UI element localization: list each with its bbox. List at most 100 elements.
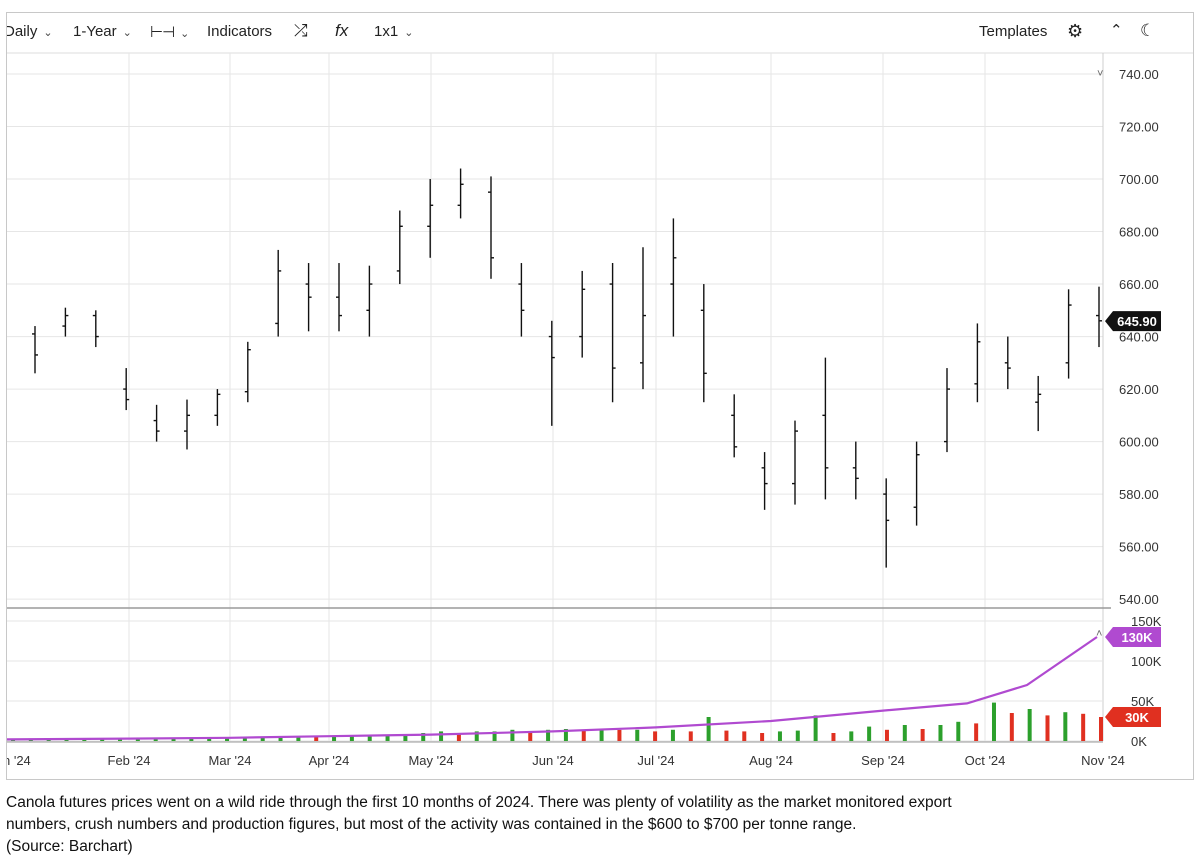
volume-bar	[314, 737, 319, 741]
volume-bar	[189, 738, 194, 741]
volume-bar	[118, 739, 123, 741]
chevron-down-icon: ⌄	[43, 27, 53, 39]
volume-bar	[653, 731, 658, 741]
volume-bar	[1081, 713, 1086, 741]
volume-bar	[421, 733, 426, 741]
open-interest-badge: 130K	[1121, 630, 1153, 645]
gear-icon[interactable]: ⚙	[1067, 21, 1084, 41]
x-tick-label: Feb '24	[108, 753, 151, 768]
volume-bar	[938, 725, 943, 741]
price-tick-label: 740.00	[1119, 67, 1159, 82]
chevron-down-icon: ⌄	[122, 27, 132, 39]
volume-bar	[581, 729, 586, 741]
ohlc-bar	[670, 218, 677, 337]
volume-bar	[278, 737, 283, 741]
volume-bar	[688, 731, 693, 741]
volume-badge: 30K	[1125, 710, 1149, 725]
volume-bar	[974, 723, 979, 741]
volume-bar	[474, 731, 479, 741]
x-tick-label: Sep '24	[861, 753, 905, 768]
ohlc-bar	[761, 452, 768, 510]
volume-bar	[528, 731, 533, 741]
price-tick-label: 660.00	[1119, 277, 1159, 292]
volume-bar	[260, 737, 265, 741]
dark-mode-icon[interactable]: ☾	[1140, 21, 1156, 40]
chevron-down-icon: ⌄	[404, 27, 414, 39]
ohlc-bar	[1004, 336, 1011, 390]
ohlc-bar	[153, 404, 160, 442]
volume-tick-label: 0K	[1131, 734, 1147, 749]
volume-bar	[64, 739, 69, 741]
volume-bar	[332, 736, 337, 741]
collapse-icon[interactable]: ⌃	[1110, 22, 1123, 39]
price-tick-label: 680.00	[1119, 225, 1159, 240]
templates-button[interactable]: Templates	[979, 23, 1048, 40]
volume-bar	[902, 725, 907, 741]
x-tick-label: n '24	[7, 753, 31, 768]
ohlc-bar	[92, 310, 99, 348]
price-tick-label: 700.00	[1119, 172, 1159, 187]
caption-line-2: numbers, crush numbers and production fi…	[6, 816, 857, 833]
volume-bar	[207, 737, 212, 741]
volume-bar	[742, 731, 747, 741]
price-tick-label: 720.00	[1119, 120, 1159, 135]
caption: Canola futures prices went on a wild rid…	[6, 792, 1192, 858]
volume-bar	[153, 738, 158, 741]
bar-type-dropdown[interactable]: ⊢⊣ ⌄	[150, 23, 189, 41]
ohlc-bar	[579, 270, 586, 358]
volume-bar	[100, 739, 105, 741]
ohlc-bar	[700, 284, 707, 403]
volume-bar	[242, 737, 247, 741]
volume-bar	[225, 737, 230, 741]
fx-button[interactable]: fx	[335, 21, 349, 40]
ohlc-bars-icon: ⊢⊣	[150, 24, 175, 41]
volume-bar	[884, 729, 889, 741]
caption-line-3: (Source: Barchart)	[6, 838, 133, 855]
volume-bar	[385, 734, 390, 741]
volume-bar	[563, 729, 568, 741]
volume-bar	[1027, 709, 1032, 741]
layout-dropdown[interactable]: 1x1 ⌄	[374, 23, 413, 40]
period-label: Daily	[6, 23, 38, 40]
volume-bar	[439, 731, 444, 741]
volume-bar	[706, 717, 711, 741]
chart-toolbar: Daily ⌄ 1-Year ⌄ ⊢⊣ ⌄ Indicators ⤮ fx 1x1 ⌄ …	[6, 13, 1193, 53]
volume-tick-label: 150K	[1131, 614, 1162, 629]
period-dropdown[interactable]: Daily ⌄	[6, 23, 53, 40]
price-tick-label: 600.00	[1119, 435, 1159, 450]
volume-bar	[920, 729, 925, 741]
range-label: 1-Year	[73, 23, 117, 40]
range-dropdown[interactable]: 1-Year ⌄	[73, 23, 132, 40]
chart-frame: Daily ⌄ 1-Year ⌄ ⊢⊣ ⌄ Indicators ⤮ fx 1x1 ⌄ …	[6, 12, 1194, 780]
shuffle-icon[interactable]: ⤮	[294, 21, 308, 40]
indicators-button[interactable]: Indicators	[207, 23, 273, 40]
volume-bar	[831, 733, 836, 741]
volume-bar	[813, 715, 818, 741]
volume-bar	[296, 736, 301, 741]
volume-bar	[760, 733, 765, 741]
open-interest-line	[7, 636, 1098, 741]
ohlc-bar	[518, 263, 525, 337]
last-price-badge: 645.90	[1117, 314, 1157, 329]
volume-bar	[724, 730, 729, 741]
x-tick-label: Mar '24	[209, 753, 252, 768]
volume-bar	[1045, 715, 1050, 741]
x-tick-label: Jul '24	[637, 753, 674, 768]
ohlc-bar	[275, 249, 282, 337]
ohlc-bar	[396, 210, 403, 285]
ohlc-bar	[123, 368, 130, 411]
ohlc-bar	[427, 179, 434, 258]
volume-bar	[171, 738, 176, 741]
volume-bar	[510, 729, 515, 741]
volume-bar	[367, 735, 372, 741]
ohlc-bar	[184, 399, 190, 450]
price-tick-label: 640.00	[1119, 330, 1159, 345]
volume-tick-label: 100K	[1131, 654, 1162, 669]
ohlc-bar	[974, 323, 981, 403]
volume-bar	[599, 729, 604, 741]
ohlc-bar	[244, 341, 251, 403]
ohlc-bar	[913, 441, 920, 526]
ohlc-bar	[366, 265, 373, 337]
x-tick-label: Jun '24	[532, 753, 574, 768]
ohlc-bar	[1096, 286, 1102, 348]
